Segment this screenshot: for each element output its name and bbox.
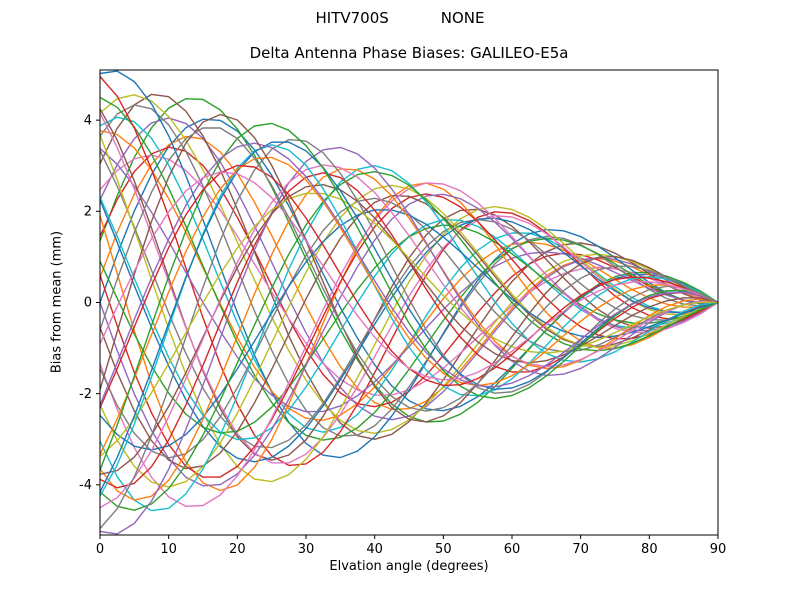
series-line (100, 122, 718, 471)
series-line (100, 168, 718, 501)
series-line (100, 156, 718, 455)
x-tick-label: 40 (366, 542, 383, 557)
series-line (100, 170, 718, 511)
y-axis-label: Bias from mean (mm) (49, 230, 65, 374)
series-line (100, 113, 718, 423)
series-line (100, 171, 718, 381)
series-line (100, 192, 718, 458)
series-line (100, 184, 718, 488)
series-line (100, 164, 718, 509)
series-line (100, 118, 718, 412)
x-tick-label: 90 (710, 542, 727, 557)
series-line (100, 150, 718, 449)
y-tick-label: 2 (84, 204, 92, 219)
y-tick-label: 4 (84, 113, 92, 128)
y-tick-label: -4 (79, 478, 92, 493)
series-line (100, 193, 718, 487)
x-tick-label: 20 (229, 542, 246, 557)
series-line (100, 146, 718, 535)
series-line (100, 183, 718, 475)
series-line (100, 76, 718, 467)
series-group (100, 70, 718, 535)
series-line (100, 117, 718, 421)
y-tick-label: -2 (79, 387, 92, 402)
series-line (100, 127, 718, 412)
x-tick-label: 10 (160, 542, 177, 557)
series-line (100, 138, 718, 529)
series-line (100, 93, 718, 440)
series-line (100, 164, 718, 512)
header-station: HITV700S (315, 9, 389, 27)
x-tick-label: 70 (572, 542, 589, 557)
chart-title: Delta Antenna Phase Biases: GALILEO-E5a (249, 44, 569, 62)
x-tick-label: 80 (641, 542, 658, 557)
figure-header: HITV700S NONE (0, 9, 800, 27)
x-tick-label: 30 (298, 542, 315, 557)
series-line (100, 70, 718, 459)
y-tick-label: 0 (84, 296, 92, 311)
header-radome: NONE (440, 9, 485, 27)
series-line (100, 134, 718, 483)
x-tick-label: 60 (504, 542, 521, 557)
x-tick-label: 50 (435, 542, 452, 557)
x-axis-label: Elvation angle (degrees) (329, 559, 489, 574)
x-tick-label: 0 (96, 542, 104, 557)
